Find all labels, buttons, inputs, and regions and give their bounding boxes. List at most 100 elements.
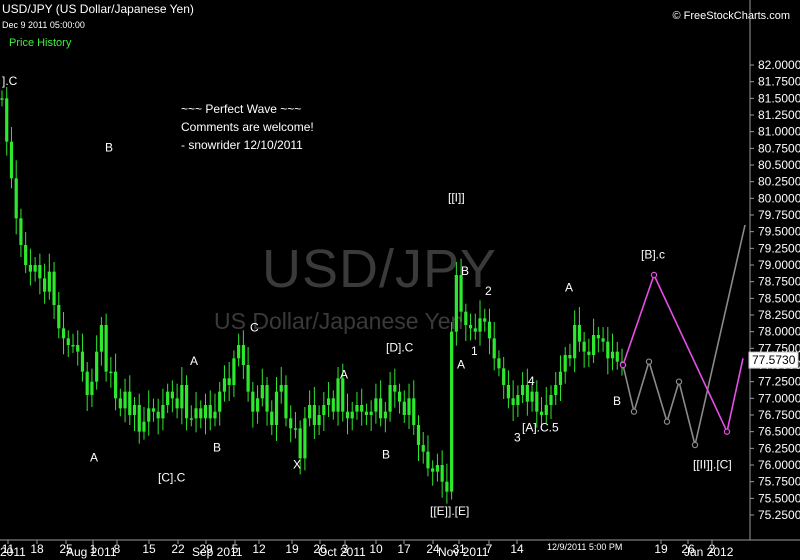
tab-price-history[interactable]: Price History xyxy=(9,37,72,49)
candle-body xyxy=(137,405,141,432)
candle-body xyxy=(57,305,61,329)
cursor-time-label: 12/9/2011 5:00 PM xyxy=(547,542,622,552)
candle-body xyxy=(166,391,170,405)
y-tick-label: 78.2500 xyxy=(758,308,800,322)
candle-body xyxy=(535,391,539,412)
candle-body xyxy=(5,98,9,142)
candle-body xyxy=(213,411,217,419)
y-tick-label: 78.5000 xyxy=(758,291,800,305)
candle-body xyxy=(284,385,288,419)
y-tick-label: 79.2500 xyxy=(758,241,800,255)
candle-body xyxy=(161,405,165,419)
projection-alt-line-node xyxy=(663,418,671,425)
candle-body xyxy=(232,358,236,385)
candle-body xyxy=(492,338,496,359)
x-month-label: 2011 xyxy=(0,545,26,559)
candle-body xyxy=(388,385,392,412)
wave-label: A xyxy=(457,357,465,371)
candle-body xyxy=(374,398,378,412)
y-tick-label: 75.2500 xyxy=(758,508,800,522)
candle-body xyxy=(549,395,553,405)
candle-body xyxy=(80,351,85,372)
candle-body xyxy=(577,325,582,342)
candle-body xyxy=(421,445,425,452)
candle-body xyxy=(592,335,596,355)
candle-body xyxy=(317,415,321,425)
x-tick-label: 24 xyxy=(426,542,440,556)
candle-body xyxy=(487,321,492,339)
candle-body xyxy=(227,378,231,385)
note-line: Comments are welcome! xyxy=(181,120,314,134)
x-tick-label: 22 xyxy=(171,542,185,556)
candle-body xyxy=(331,398,335,412)
candle-body xyxy=(241,345,245,365)
candle-body xyxy=(355,405,359,412)
candle-body xyxy=(194,408,198,419)
candle-body xyxy=(203,405,208,419)
projection-alt-line-node xyxy=(630,408,638,415)
x-tick-label: 19 xyxy=(654,542,668,556)
candle-body xyxy=(521,385,525,395)
wave-label: 1 xyxy=(471,344,478,358)
candle-body xyxy=(14,178,18,219)
candle-body xyxy=(76,345,80,352)
candle-body xyxy=(24,245,28,265)
candle-body xyxy=(0,98,4,100)
candle-body xyxy=(246,365,250,392)
candle-body xyxy=(416,425,421,445)
candle-body xyxy=(175,398,179,409)
y-tick-label: 80.0000 xyxy=(758,191,800,205)
chart-title: USD/JPY (US Dollar/Japanese Yen) xyxy=(2,2,194,16)
y-tick-label: 78.7500 xyxy=(758,275,800,289)
candle-body xyxy=(255,398,260,412)
x-tick-label: 17 xyxy=(397,542,411,556)
candle-body xyxy=(563,355,567,372)
candle-body xyxy=(431,468,435,472)
projection-main-line-node xyxy=(619,361,627,369)
wave-label: [A].C.5 xyxy=(522,421,559,435)
candle-body xyxy=(208,405,212,419)
wave-label: [[E]].[E] xyxy=(430,504,469,518)
chart-datetime: Dec 9 2011 05:00:00 xyxy=(2,20,85,30)
y-tick-label: 80.7500 xyxy=(758,141,800,155)
wave-label: ].C xyxy=(2,74,18,88)
wave-label: [[I]] xyxy=(448,191,465,205)
x-tick-label: 18 xyxy=(30,542,44,556)
note-line: ~~~ Perfect Wave ~~~ xyxy=(181,102,302,116)
y-tick-label: 77.0000 xyxy=(758,391,800,405)
projection-main-line-node xyxy=(723,428,731,435)
candle-body xyxy=(615,351,619,362)
candle-body xyxy=(587,351,591,355)
x-tick-label: 14 xyxy=(510,542,524,556)
candle-body xyxy=(52,271,56,305)
candle-body xyxy=(473,328,477,332)
note-line: - snowrider 12/10/2011 xyxy=(181,138,303,152)
brand-label[interactable]: © FreeStockCharts.com xyxy=(672,10,790,22)
candle-body xyxy=(289,418,293,429)
candle-body xyxy=(468,325,473,329)
x-month-label: Nov 2011 xyxy=(438,545,489,559)
y-tick-label: 80.5000 xyxy=(758,158,800,172)
candle-body xyxy=(71,345,75,347)
candle-body xyxy=(440,465,444,482)
candle-body xyxy=(279,385,283,392)
candle-body xyxy=(379,398,383,419)
candle-body xyxy=(113,371,118,399)
candle-body xyxy=(274,391,279,425)
wave-label: 4 xyxy=(528,374,535,388)
x-tick-label: 26 xyxy=(681,542,695,556)
candle-body xyxy=(156,411,160,419)
candle-body xyxy=(322,405,326,415)
y-tick-label: 81.7500 xyxy=(758,75,800,89)
y-tick-label: 76.5000 xyxy=(758,425,800,439)
candle-body xyxy=(558,371,563,385)
x-tick-label: 2 xyxy=(709,542,716,556)
candle-body xyxy=(142,421,146,432)
candle-body xyxy=(218,391,222,412)
candle-body xyxy=(170,391,174,399)
wave-label: 2 xyxy=(485,284,492,298)
candle-body xyxy=(402,401,406,415)
candle-body xyxy=(293,428,298,430)
last-price-badge xyxy=(748,351,799,369)
